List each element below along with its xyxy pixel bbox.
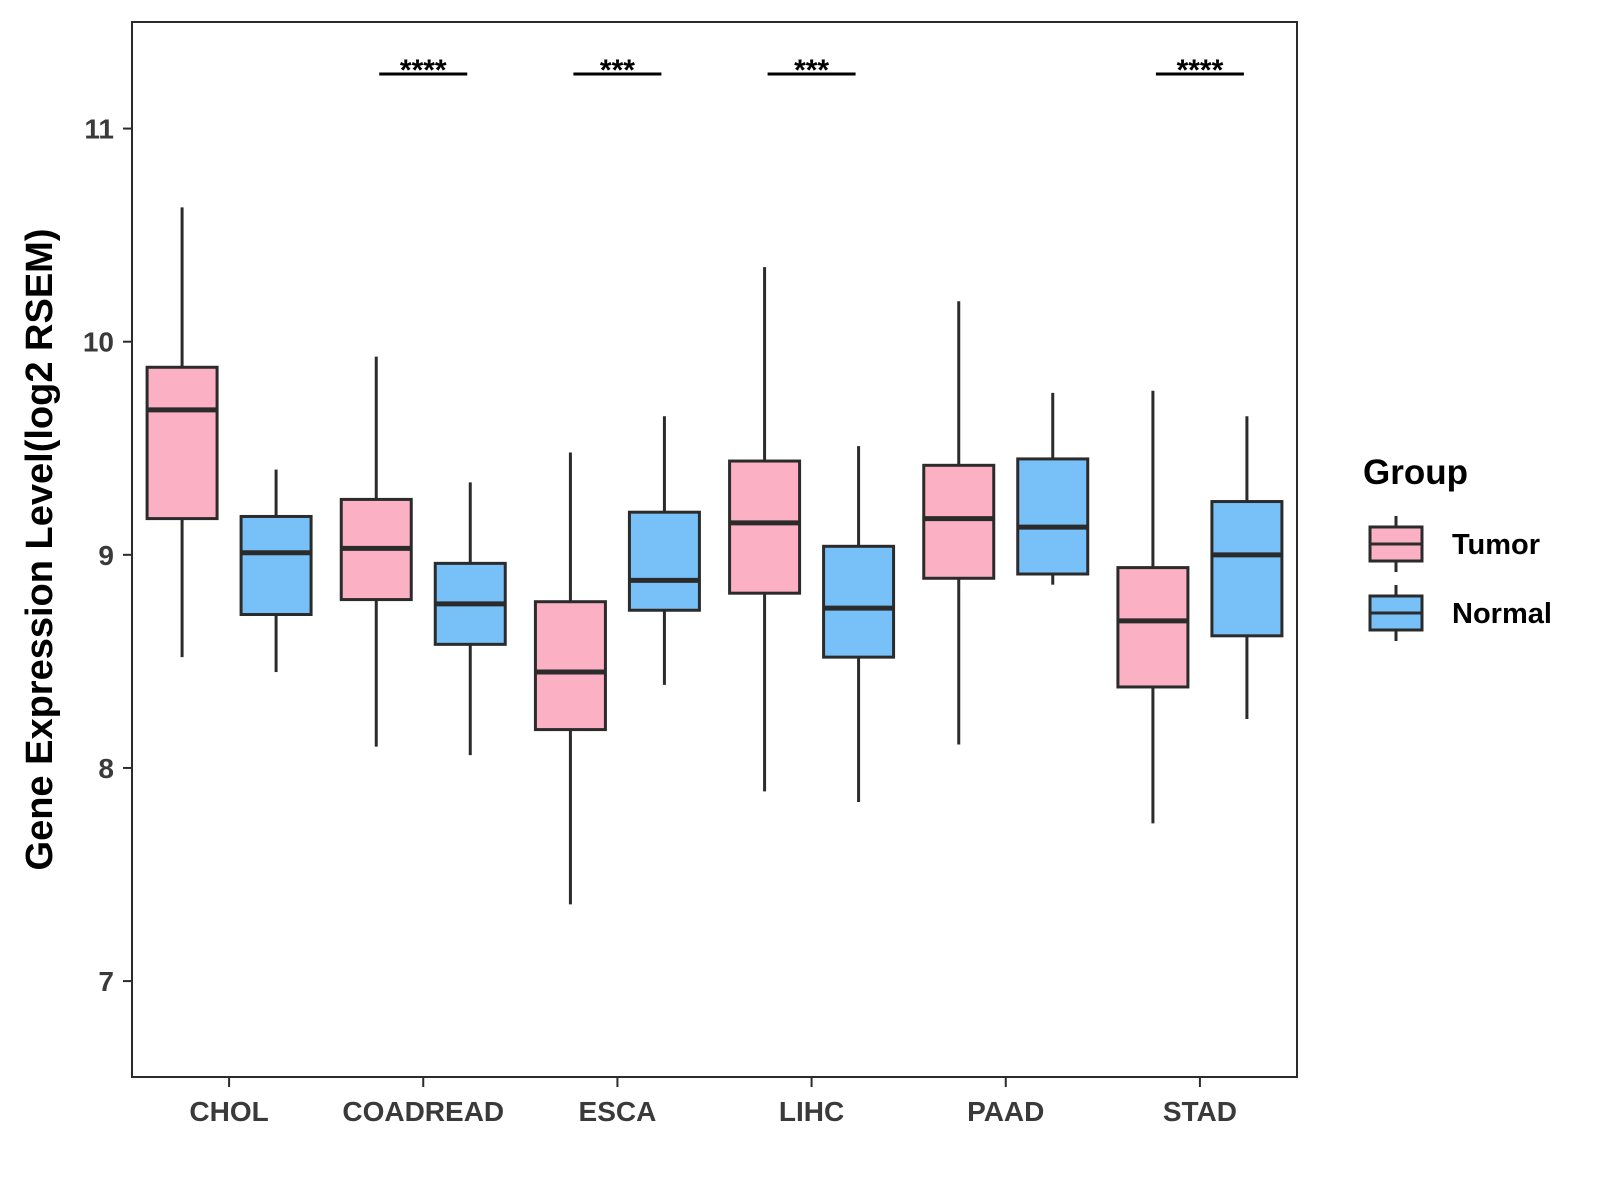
normal-box-esca xyxy=(627,416,701,685)
plot-area: **** *** *** **** xyxy=(131,21,1298,1078)
legend-label-normal: Normal xyxy=(1452,598,1552,630)
normal-box-paad xyxy=(1016,392,1090,585)
tumor-box-coadread xyxy=(339,356,413,747)
tumor-box-lihc xyxy=(728,267,802,792)
normal-box-body xyxy=(239,514,313,617)
y-axis-title: Gene Expression Level(log2 RSEM) xyxy=(19,229,61,871)
y-tick-label: 7 xyxy=(98,966,114,997)
legend-key-tumor xyxy=(1368,516,1424,572)
normal-box-body xyxy=(627,510,701,612)
normal-box-body xyxy=(1016,457,1090,576)
tumor-box-body xyxy=(728,459,802,595)
x-tick-label: PAAD xyxy=(967,1096,1044,1127)
significance-label: *** xyxy=(600,54,635,87)
x-tick-label: STAD xyxy=(1163,1096,1237,1127)
normal-box-body xyxy=(1210,500,1284,638)
legend-label-tumor: Tumor xyxy=(1452,529,1540,561)
normal-box-lihc xyxy=(822,446,896,803)
x-tick-label: ESCA xyxy=(579,1096,657,1127)
tumor-box-body xyxy=(922,463,996,580)
tumor-box-stad xyxy=(1116,390,1190,824)
tumor-box-body xyxy=(533,600,607,732)
significance-label: **** xyxy=(400,54,447,87)
normal-box-chol xyxy=(239,469,313,673)
y-axis: 7 8 9 10 11 xyxy=(83,114,132,997)
y-tick-label: 8 xyxy=(98,753,114,784)
y-tick-label: 10 xyxy=(83,327,114,358)
tumor-box-esca xyxy=(533,452,607,905)
y-tick-label: 11 xyxy=(84,114,114,145)
x-tick-label: LIHC xyxy=(779,1096,844,1127)
normal-box-coadread xyxy=(433,482,507,756)
significance-label: *** xyxy=(794,54,829,87)
plot-panel-border xyxy=(131,21,1298,1078)
x-tick-label: COADREAD xyxy=(342,1096,504,1127)
legend-key-normal xyxy=(1368,585,1424,641)
tumor-box-body xyxy=(145,365,219,521)
legend-title: Group xyxy=(1363,453,1468,492)
tumor-box-chol xyxy=(145,207,219,658)
significance-label: **** xyxy=(1177,54,1224,87)
x-axis: CHOL COADREAD ESCA LIHC PAAD STAD xyxy=(189,1077,1237,1127)
tumor-box-body xyxy=(1116,566,1190,689)
x-tick-label: CHOL xyxy=(189,1096,268,1127)
tumor-box-paad xyxy=(922,301,996,745)
y-tick-label: 9 xyxy=(98,540,114,571)
normal-box-body xyxy=(822,544,896,659)
legend: Group Tumor Normal xyxy=(1363,453,1552,641)
normal-box-stad xyxy=(1210,416,1284,719)
